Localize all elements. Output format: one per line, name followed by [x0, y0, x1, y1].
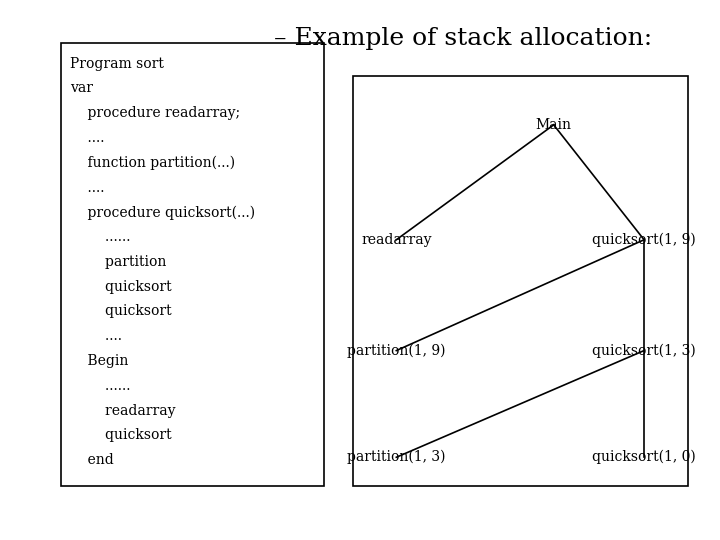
Text: quicksort: quicksort: [70, 428, 171, 442]
Text: var: var: [70, 82, 93, 96]
Text: quicksort(1, 3): quicksort(1, 3): [593, 343, 696, 358]
Text: ....: ....: [70, 131, 104, 145]
Bar: [353, 76, 688, 486]
Text: ....: ....: [70, 180, 104, 194]
Text: quicksort: quicksort: [70, 305, 171, 319]
Text: quicksort: quicksort: [70, 280, 171, 294]
Text: partition(1, 9): partition(1, 9): [347, 343, 446, 358]
Bar: [61, 43, 324, 486]
Text: ....: ....: [70, 329, 122, 343]
Text: readarray: readarray: [361, 233, 431, 247]
Text: function partition(...): function partition(...): [70, 156, 235, 170]
Text: – Example of stack allocation:: – Example of stack allocation:: [274, 27, 652, 50]
Text: end: end: [70, 453, 114, 467]
Text: procedure quicksort(...): procedure quicksort(...): [70, 205, 255, 220]
Text: Begin: Begin: [70, 354, 128, 368]
Text: Program sort: Program sort: [70, 57, 163, 71]
Text: procedure readarray;: procedure readarray;: [70, 106, 240, 120]
Text: readarray: readarray: [70, 403, 176, 417]
Text: ......: ......: [70, 230, 130, 244]
Text: quicksort(1, 0): quicksort(1, 0): [593, 450, 696, 464]
Text: ......: ......: [70, 379, 130, 393]
Text: quicksort(1, 9): quicksort(1, 9): [593, 233, 696, 247]
Text: Main: Main: [536, 118, 572, 132]
Text: partition: partition: [70, 255, 166, 269]
Text: partition(1, 3): partition(1, 3): [347, 450, 446, 464]
